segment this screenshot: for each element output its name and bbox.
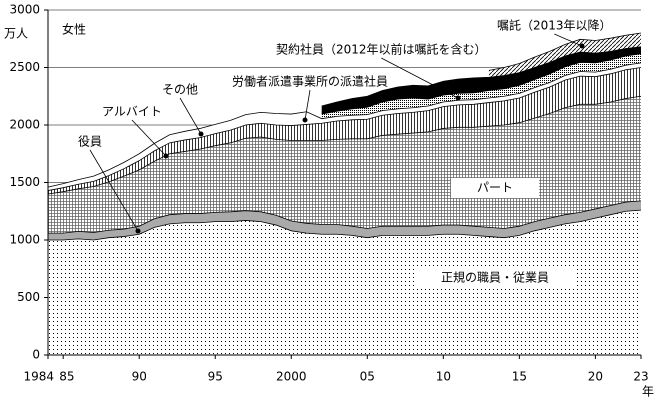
series-label: 正規の職員・従業員 [441, 270, 549, 285]
leader-line [131, 119, 167, 157]
y-unit: 万人 [4, 27, 28, 41]
x-tick-label: 23 [633, 370, 648, 384]
area-edge [47, 67, 642, 191]
leader-line [304, 89, 311, 121]
leader-line [179, 97, 202, 135]
area-edge [488, 32, 642, 71]
series-label: 嘱託（2013年以降） [497, 18, 612, 33]
label-box [414, 268, 576, 288]
x-tick-label: 20 [588, 370, 603, 384]
y-tick-label: 2500 [9, 60, 40, 74]
area [48, 210, 641, 355]
leader-line [89, 149, 139, 232]
series-label: 契約社員（2012年以前は嘱託を含む） [276, 42, 487, 57]
leader-line [554, 33, 583, 47]
y-tick-label: 3000 [9, 3, 40, 17]
area [48, 96, 641, 234]
x-tick-label: 05 [360, 370, 375, 384]
leader-line [381, 57, 459, 99]
area [321, 53, 641, 119]
area-edge [47, 62, 642, 188]
axes: 0 500 1000 1500 2000 2500 3000 1984 85 90 95 2000 05… [9, 3, 648, 384]
x-unit: 年 [642, 385, 654, 399]
x-tick-label: 85 [59, 370, 74, 384]
area-edge [48, 209, 642, 241]
areas [47, 32, 642, 355]
y-tick-label: 500 [17, 290, 40, 304]
leader-dot [302, 117, 308, 123]
area-edge [321, 53, 642, 115]
leader-dot [455, 95, 461, 101]
y-tick-label: 2000 [9, 118, 40, 132]
series-label: アルバイト [102, 105, 162, 119]
panel-label: 女性 [62, 22, 86, 37]
area-edge [321, 46, 642, 107]
x-tick-label: 1984 [23, 370, 54, 384]
area [488, 33, 641, 78]
series-label: 労働者派遣事業所の派遣社員 [232, 74, 388, 89]
area [48, 62, 641, 191]
x-tick-label: 10 [436, 370, 451, 384]
leader-dot [198, 131, 204, 137]
x-tick-label: 15 [512, 370, 527, 384]
area [48, 67, 641, 194]
series-label: パート [477, 181, 513, 195]
series-label: 役員 [78, 134, 102, 149]
y-tick-label: 1500 [9, 175, 40, 189]
leader-dot [135, 228, 141, 234]
area [321, 46, 641, 115]
leader-dot [579, 43, 585, 49]
area [48, 200, 641, 240]
x-tick-label: 2000 [276, 370, 307, 384]
y-tick-label: 1000 [9, 233, 40, 247]
series-label: その他 [162, 83, 198, 97]
x-tick-label: 90 [132, 370, 147, 384]
area-edge [47, 95, 642, 195]
label-box [450, 178, 540, 198]
leader-dot [163, 153, 169, 159]
y-tick-label: 0 [32, 348, 40, 362]
x-tick-label: 95 [208, 370, 223, 384]
area-edge [48, 200, 642, 234]
